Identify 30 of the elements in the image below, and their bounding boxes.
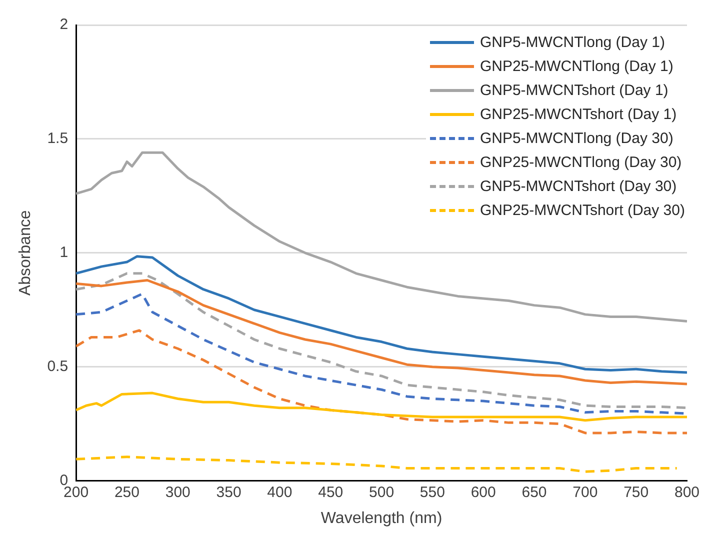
y-tick-label: 0.5 <box>47 358 68 375</box>
y-tick-label: 1.5 <box>47 130 68 148</box>
x-tick-label: 250 <box>114 484 140 501</box>
line-series <box>76 456 678 473</box>
x-axis-title: Wavelength (nm) <box>320 510 442 527</box>
legend-label: GNP25-MWCNTlong (Day 30) <box>480 154 682 170</box>
x-tick-label: 500 <box>369 484 394 501</box>
legend-label: GNP5-MWCNTshort (Day 1) <box>480 82 668 98</box>
x-tick-label: 300 <box>165 484 190 501</box>
x-tick-label: 650 <box>522 484 547 501</box>
y-tick-label: 2 <box>60 16 68 34</box>
line-series <box>76 272 687 410</box>
x-tick-label: 350 <box>216 484 242 501</box>
x-tick-label: 200 <box>64 484 89 501</box>
x-tick-label: 450 <box>318 484 344 501</box>
y-axis-title: Absorbance <box>17 210 34 296</box>
x-tick-label: 600 <box>470 484 496 501</box>
legend-label: GNP5-MWCNTlong (Day 30) <box>480 130 674 146</box>
legend-label: GNP25-MWCNTshort (Day 1) <box>480 106 677 122</box>
x-tick-label: 750 <box>624 484 649 501</box>
legend-label: GNP5-MWCNTlong (Day 1) <box>480 34 665 50</box>
x-tick-label: 800 <box>674 484 700 501</box>
legend-label: GNP5-MWCNTshort (Day 30) <box>480 178 677 194</box>
legend-label: GNP25-MWCNTshort (Day 30) <box>480 202 685 218</box>
line-series <box>76 329 687 434</box>
x-tick-label: 400 <box>267 484 292 501</box>
y-tick-label: 1 <box>60 244 68 262</box>
x-tick-label: 550 <box>420 484 445 501</box>
legend-label: GNP25-MWCNTlong (Day 1) <box>480 58 674 74</box>
x-tick-label: 700 <box>572 484 598 501</box>
